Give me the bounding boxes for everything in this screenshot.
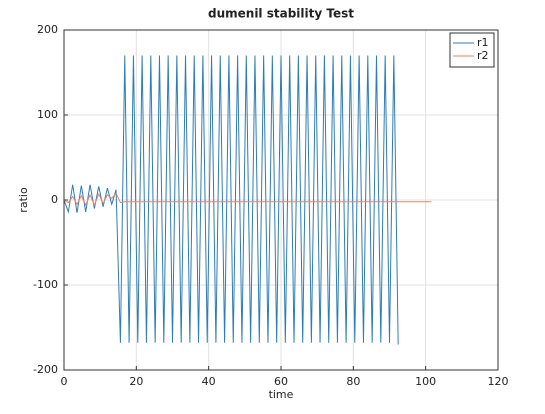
- y-tick-label: 0: [51, 193, 58, 206]
- x-tick-label: 100: [415, 375, 436, 388]
- x-axis-label: time: [269, 388, 294, 401]
- y-tick-label: -100: [33, 278, 58, 291]
- y-tick-label: -200: [33, 363, 58, 376]
- x-tick-label: 40: [202, 375, 216, 388]
- x-tick-label: 80: [346, 375, 360, 388]
- legend-label: r2: [477, 49, 489, 62]
- y-axis-label: ratio: [17, 187, 30, 213]
- x-tick-label: 20: [129, 375, 143, 388]
- chart-title: dumenil stability Test: [208, 7, 354, 21]
- legend-box: [449, 32, 495, 68]
- x-tick-label: 0: [61, 375, 68, 388]
- data-line: [63, 55, 399, 345]
- y-tick-label: 100: [37, 108, 58, 121]
- legend-label: r1: [477, 36, 489, 49]
- x-tick-label: 60: [274, 375, 288, 388]
- plot-frame: [63, 29, 499, 371]
- y-tick-label: 200: [37, 23, 58, 36]
- x-tick-label: 120: [488, 375, 509, 388]
- data-line: [63, 192, 432, 207]
